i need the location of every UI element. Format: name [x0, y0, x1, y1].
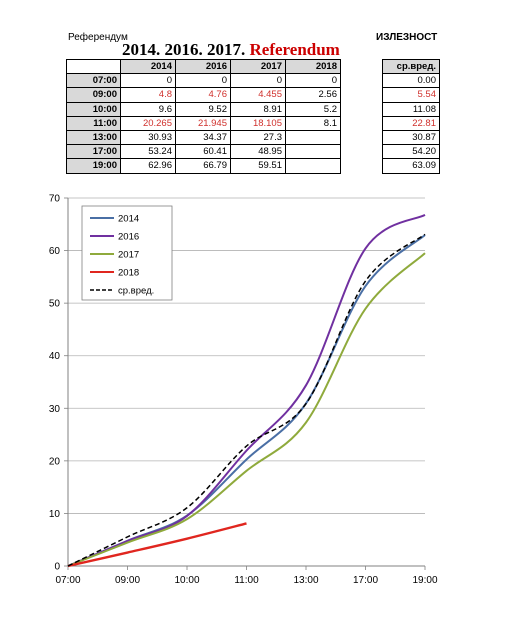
page-title: 2014. 2016. 2017. Referendum: [122, 40, 340, 60]
y-tick-label: 40: [49, 351, 61, 362]
legend-label: 2014: [118, 214, 139, 225]
value-cell: 9.6: [120, 101, 176, 117]
table-row: 09:00 4.8 4.76 4.455 2.56: [66, 87, 341, 103]
average-cell: 63.09: [382, 158, 440, 174]
y-tick-label: 0: [54, 562, 60, 573]
title-years: 2014. 2016. 2017.: [122, 40, 246, 59]
legend-label: 2017: [118, 250, 139, 261]
value-cell: 5.2: [285, 101, 341, 117]
average-cell: 54.20: [382, 144, 440, 160]
time-cell: 13:00: [66, 129, 121, 146]
value-cell: 0: [230, 73, 286, 89]
average-cell: 22.81: [382, 115, 440, 131]
value-cell: 48.95: [230, 144, 286, 160]
column-header: 2014: [120, 58, 176, 75]
value-cell: 20.265: [120, 115, 176, 131]
average-row: 0.00: [382, 73, 440, 89]
value-cell: 27.3: [230, 129, 286, 146]
table-row: 11:00 20.265 21.945 18.105 8.1: [66, 115, 341, 131]
x-tick-label: 09:00: [115, 575, 140, 586]
value-cell: 53.24: [120, 144, 176, 160]
table-header-row: 2014 2016 2017 2018: [66, 58, 341, 75]
legend-label: 2016: [118, 232, 139, 243]
value-cell: 34.37: [175, 129, 231, 146]
series-line-2018: [67, 522, 247, 568]
value-cell: 4.455: [230, 87, 286, 103]
series-line-2017: [67, 252, 426, 567]
turnout-line-chart: 0 10 20 30 40 50 60 70 07:00 09:00 10:00 11:00 13:00…: [49, 194, 438, 587]
value-cell: 4.8: [120, 87, 176, 103]
value-cell: 2.56: [285, 87, 341, 103]
header-left-label: Референдум: [68, 32, 128, 43]
average-row: 22.81: [382, 115, 440, 131]
y-tick-label: 60: [49, 246, 61, 257]
value-cell: [285, 158, 341, 174]
y-tick-label: 30: [49, 404, 61, 415]
title-word: Referendum: [249, 40, 340, 59]
time-cell: 10:00: [66, 101, 121, 117]
average-header-row: ср.вред.: [382, 58, 440, 75]
value-cell: 8.91: [230, 101, 286, 117]
time-cell: 07:00: [66, 73, 121, 89]
value-cell: [285, 144, 341, 160]
average-row: 30.87: [382, 129, 440, 146]
y-tick-label: 20: [49, 456, 61, 467]
value-cell: 0: [285, 73, 341, 89]
value-cell: 18.105: [230, 115, 286, 131]
value-cell: 30.93: [120, 129, 176, 146]
average-cell: 30.87: [382, 129, 440, 146]
table-row: 10:00 9.6 9.52 8.91 5.2: [66, 101, 341, 117]
time-cell: 09:00: [66, 87, 121, 103]
value-cell: 60.41: [175, 144, 231, 160]
value-cell: 8.1: [285, 115, 341, 131]
turnout-table: 2014 2016 2017 2018 07:00 0 0 0 0 09:00 4.8 4.7…: [66, 58, 341, 174]
x-tick-label: 17:00: [353, 575, 378, 586]
column-header: 2016: [175, 58, 231, 75]
series-line-2016: [67, 213, 426, 567]
header-right-label: ИЗЛЕЗНОСТ: [376, 32, 438, 43]
value-cell: 59.51: [230, 158, 286, 174]
table-corner-cell: [66, 58, 121, 75]
average-row: 11.08: [382, 101, 440, 117]
value-cell: 21.945: [175, 115, 231, 131]
y-tick-label: 10: [49, 509, 61, 520]
legend-label: ср.вред.: [118, 286, 154, 297]
x-tick-label: 13:00: [293, 575, 318, 586]
value-cell: 9.52: [175, 101, 231, 117]
time-cell: 19:00: [66, 158, 121, 174]
series-line-avg: [67, 233, 426, 567]
value-cell: 0: [120, 73, 176, 89]
value-cell: [285, 129, 341, 146]
value-cell: 0: [175, 73, 231, 89]
y-tick-label: 50: [49, 299, 61, 310]
value-cell: 62.96: [120, 158, 176, 174]
x-tick-label: 10:00: [174, 575, 199, 586]
average-cell: 11.08: [382, 101, 440, 117]
average-table: ср.вред. 0.00 5.54 11.08 22.81 30.87 54.20 63.…: [382, 58, 440, 174]
average-column-header: ср.вред.: [382, 58, 440, 75]
time-cell: 11:00: [66, 115, 121, 131]
x-tick-label: 19:00: [412, 575, 437, 586]
average-row: 63.09: [382, 158, 440, 174]
table-row: 17:00 53.24 60.41 48.95: [66, 144, 341, 160]
average-row: 5.54: [382, 87, 440, 103]
legend-label: 2018: [118, 268, 139, 279]
average-cell: 0.00: [382, 73, 440, 89]
y-tick-label: 70: [49, 194, 61, 205]
table-row: 07:00 0 0 0 0: [66, 73, 341, 89]
value-cell: 66.79: [175, 158, 231, 174]
column-header: 2018: [285, 58, 341, 75]
x-tick-label: 11:00: [234, 575, 259, 586]
time-cell: 17:00: [66, 144, 121, 160]
column-header: 2017: [230, 58, 286, 75]
average-row: 54.20: [382, 144, 440, 160]
table-row: 13:00 30.93 34.37 27.3: [66, 129, 341, 146]
x-tick-label: 07:00: [55, 575, 80, 586]
average-cell: 5.54: [382, 87, 440, 103]
value-cell: 4.76: [175, 87, 231, 103]
table-row: 19:00 62.96 66.79 59.51: [66, 158, 341, 174]
